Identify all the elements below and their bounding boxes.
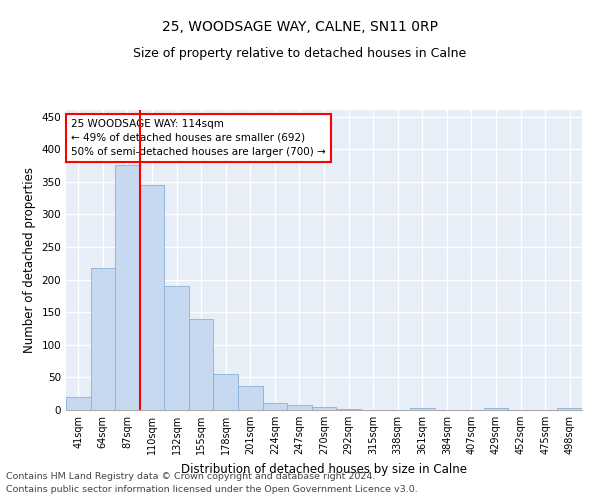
Text: Size of property relative to detached houses in Calne: Size of property relative to detached ho… bbox=[133, 48, 467, 60]
Bar bbox=[287, 406, 312, 410]
Text: 25, WOODSAGE WAY, CALNE, SN11 0RP: 25, WOODSAGE WAY, CALNE, SN11 0RP bbox=[162, 20, 438, 34]
Bar bbox=[557, 408, 582, 410]
Bar bbox=[410, 408, 434, 410]
Bar bbox=[484, 408, 508, 410]
Bar bbox=[91, 268, 115, 410]
Y-axis label: Number of detached properties: Number of detached properties bbox=[23, 167, 36, 353]
Bar bbox=[66, 397, 91, 410]
Bar bbox=[189, 318, 214, 410]
Bar bbox=[312, 406, 336, 410]
Text: Contains HM Land Registry data © Crown copyright and database right 2024.: Contains HM Land Registry data © Crown c… bbox=[6, 472, 376, 481]
X-axis label: Distribution of detached houses by size in Calne: Distribution of detached houses by size … bbox=[181, 462, 467, 475]
Text: Contains public sector information licensed under the Open Government Licence v3: Contains public sector information licen… bbox=[6, 485, 418, 494]
Bar bbox=[115, 166, 140, 410]
Text: 25 WOODSAGE WAY: 114sqm
← 49% of detached houses are smaller (692)
50% of semi-d: 25 WOODSAGE WAY: 114sqm ← 49% of detache… bbox=[71, 119, 326, 157]
Bar bbox=[164, 286, 189, 410]
Bar bbox=[263, 404, 287, 410]
Bar bbox=[140, 185, 164, 410]
Bar bbox=[238, 386, 263, 410]
Bar bbox=[214, 374, 238, 410]
